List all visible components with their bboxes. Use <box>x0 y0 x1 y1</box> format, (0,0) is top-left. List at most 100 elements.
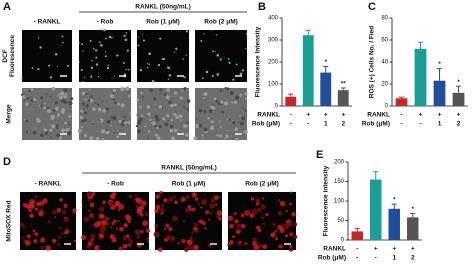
cell-speck <box>38 105 41 107</box>
column-label: - RANKL <box>34 19 61 26</box>
cell-speck <box>144 125 147 128</box>
cell-dot <box>139 69 143 72</box>
cell-speck <box>210 120 214 124</box>
cell-speck <box>239 114 241 117</box>
y-tick-label: 100 <box>268 82 279 88</box>
cell-speck <box>58 136 63 140</box>
condition-value: - <box>400 121 402 128</box>
cell-dot <box>56 65 58 67</box>
cell-dot <box>49 76 53 79</box>
cell-speck <box>99 119 101 122</box>
cell-speck <box>221 110 225 114</box>
cell-speck <box>179 96 184 100</box>
cell-speck <box>116 135 120 139</box>
cell-speck <box>171 136 175 141</box>
cell-speck <box>213 97 217 101</box>
cell-speck <box>106 119 111 124</box>
cell-speck <box>90 95 93 98</box>
condition-value: + <box>457 112 461 119</box>
cell-speck <box>173 128 178 133</box>
cell-speck <box>64 129 67 132</box>
bar <box>320 72 332 106</box>
cell-speck <box>140 91 143 95</box>
cell-dot <box>95 56 98 59</box>
cell-speck <box>223 118 225 120</box>
cell-blob <box>288 247 294 252</box>
cell-speck <box>61 128 65 133</box>
cell-blob <box>193 244 199 251</box>
bar <box>407 217 419 240</box>
cell-blob <box>239 228 242 231</box>
cell-speck <box>60 91 65 96</box>
cell-speck <box>227 118 229 121</box>
cell-speck <box>112 88 117 93</box>
cell-dot <box>159 37 162 40</box>
cell-speck <box>44 131 49 135</box>
cell-dot <box>182 58 184 60</box>
cell-blob <box>252 241 258 247</box>
cell-blob <box>53 215 57 219</box>
cell-blob <box>240 213 245 218</box>
cell-speck <box>46 109 51 113</box>
cell-speck <box>92 107 96 111</box>
cell-blob <box>63 216 69 223</box>
condition-value: - <box>290 121 292 128</box>
cell-blob <box>29 199 36 205</box>
cell-speck <box>125 86 130 91</box>
cell-blob <box>229 223 234 229</box>
cell-blob <box>201 198 208 205</box>
cell-speck <box>21 95 26 99</box>
cell-blob <box>39 201 44 206</box>
cell-blob <box>278 244 283 249</box>
cell-blob <box>270 232 276 238</box>
panel-letter: C <box>368 1 376 13</box>
cell-blob <box>108 218 110 220</box>
condition-value: - <box>290 112 292 119</box>
cell-blob <box>257 207 262 213</box>
cell-blob <box>138 205 145 211</box>
cell-speck <box>92 121 95 124</box>
cell-dot <box>183 76 186 79</box>
cell-blob <box>63 231 67 235</box>
cell-blob <box>174 200 178 205</box>
cell-dot <box>98 41 101 44</box>
cell-speck <box>124 116 126 118</box>
cell-blob <box>173 196 176 199</box>
cell-blob <box>193 226 198 231</box>
cell-blob <box>111 237 117 243</box>
y-tick-label: 20 <box>381 82 388 88</box>
cell-blob <box>285 210 288 213</box>
cell-blob <box>19 222 25 227</box>
cell-speck <box>89 135 94 140</box>
cell-blob <box>251 208 258 215</box>
cell-blob <box>30 205 34 209</box>
condition-value: + <box>306 112 310 119</box>
cell-speck <box>40 133 44 138</box>
cell-blob <box>182 196 185 198</box>
cell-blob <box>118 246 123 251</box>
cell-speck <box>156 136 161 140</box>
cell-speck <box>49 128 53 132</box>
cell-speck <box>116 102 121 106</box>
cell-blob <box>24 239 31 246</box>
cell-speck <box>80 126 84 129</box>
cell-speck <box>64 100 68 104</box>
cell-dot <box>62 41 64 44</box>
cell-blob <box>187 204 192 209</box>
cell-speck <box>167 120 169 122</box>
cell-speck <box>218 120 221 123</box>
cell-speck <box>139 105 142 108</box>
cell-speck <box>224 86 227 90</box>
cell-blob <box>38 210 44 217</box>
cell-dot <box>227 58 230 60</box>
column-label: - Rob <box>107 181 124 188</box>
cell-speck <box>183 124 187 128</box>
cell-blob <box>123 223 128 228</box>
cell-dot <box>104 55 107 58</box>
cell-speck <box>83 118 87 122</box>
cell-speck <box>156 126 160 130</box>
cell-speck <box>25 130 28 133</box>
cell-speck <box>225 134 229 139</box>
cell-speck <box>170 103 174 108</box>
condition-name: Rob (μM) <box>362 121 390 128</box>
